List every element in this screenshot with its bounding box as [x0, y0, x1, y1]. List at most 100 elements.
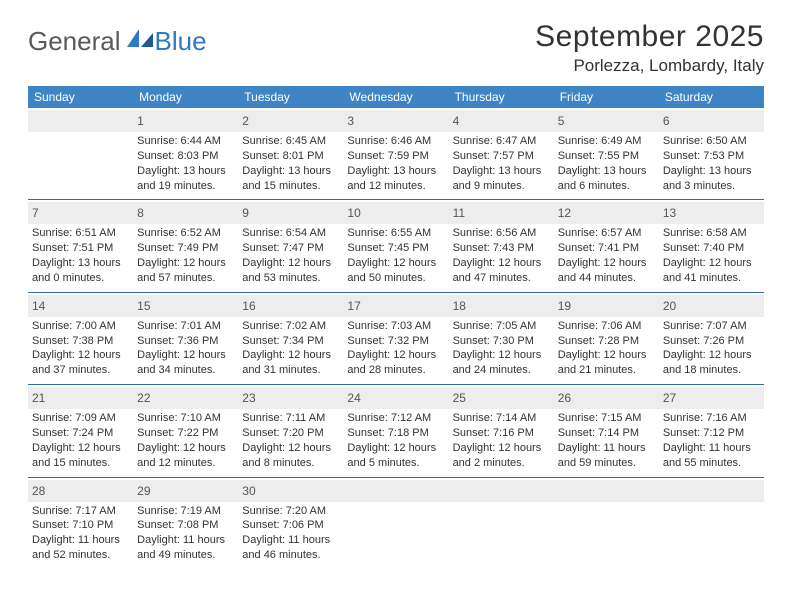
calendar-page: General Blue September 2025 Porlezza, Lo… [0, 0, 792, 589]
sun-times-text: Sunrise: 6:54 AMSunset: 7:47 PMDaylight:… [242, 226, 339, 285]
day-number: 2 [242, 114, 249, 128]
sun-times-text: Sunrise: 7:17 AMSunset: 7:10 PMDaylight:… [32, 504, 129, 563]
day-number-bar: 24 [343, 387, 448, 409]
calendar-cell: 25Sunrise: 7:14 AMSunset: 7:16 PMDayligh… [449, 385, 554, 476]
logo: General Blue [28, 26, 207, 57]
day-number: 7 [32, 206, 39, 220]
calendar-row: 21Sunrise: 7:09 AMSunset: 7:24 PMDayligh… [28, 384, 764, 476]
sun-times-text: Sunrise: 7:12 AMSunset: 7:18 PMDaylight:… [347, 411, 444, 470]
calendar-cell: 28Sunrise: 7:17 AMSunset: 7:10 PMDayligh… [28, 478, 133, 569]
sun-times-text: Sunrise: 6:50 AMSunset: 7:53 PMDaylight:… [663, 134, 760, 193]
calendar-cell: 19 Sunrise: 7:06 AMSunset: 7:28 PMDayligh… [554, 293, 659, 384]
sun-times-text: Sunrise: 7:07 AMSunset: 7:26 PMDaylight:… [663, 319, 760, 378]
calendar-row: 28Sunrise: 7:17 AMSunset: 7:10 PMDayligh… [28, 477, 764, 569]
day-number: 17 [347, 299, 360, 313]
sun-times-text: Sunrise: 7:16 AMSunset: 7:12 PMDaylight:… [663, 411, 760, 470]
calendar: SundayMondayTuesdayWednesdayThursdayFrid… [28, 86, 764, 569]
day-number: 24 [347, 391, 360, 405]
calendar-cell: 30Sunrise: 7:20 AMSunset: 7:06 PMDayligh… [238, 478, 343, 569]
header-row: General Blue September 2025 Porlezza, Lo… [28, 20, 764, 76]
day-number: 20 [663, 299, 676, 313]
day-number: 9 [242, 206, 249, 220]
weekday-label: Tuesday [238, 86, 343, 108]
weekday-label: Friday [554, 86, 659, 108]
day-number-bar: 1 [133, 110, 238, 132]
sun-times-text: Sunrise: 6:52 AMSunset: 7:49 PMDaylight:… [137, 226, 234, 285]
sun-times-text: Sunrise: 7:19 AMSunset: 7:08 PMDaylight:… [137, 504, 234, 563]
day-number-bar: 21 [28, 387, 133, 409]
title-block: September 2025 Porlezza, Lombardy, Italy [535, 20, 764, 76]
calendar-cell: . [659, 478, 764, 569]
day-number: 26 [558, 391, 571, 405]
sun-times-text: Sunrise: 7:11 AMSunset: 7:20 PMDaylight:… [242, 411, 339, 470]
sun-times-text: Sunrise: 6:58 AMSunset: 7:40 PMDaylight:… [663, 226, 760, 285]
sun-times-text: Sunrise: 7:20 AMSunset: 7:06 PMDaylight:… [242, 504, 339, 563]
calendar-cell: 23 Sunrise: 7:11 AMSunset: 7:20 PMDayligh… [238, 385, 343, 476]
calendar-cell: 1Sunrise: 6:44 AMSunset: 8:03 PMDaylight… [133, 108, 238, 199]
day-number: 15 [137, 299, 150, 313]
calendar-cell: 15 Sunrise: 7:01 AMSunset: 7:36 PMDayligh… [133, 293, 238, 384]
sun-times-text: Sunrise: 7:10 AMSunset: 7:22 PMDaylight:… [137, 411, 234, 470]
sun-times-text: Sunrise: 6:57 AMSunset: 7:41 PMDaylight:… [558, 226, 655, 285]
location: Porlezza, Lombardy, Italy [535, 56, 764, 76]
day-number-bar: 11 [449, 202, 554, 224]
month-title: September 2025 [535, 20, 764, 54]
calendar-cell: 8Sunrise: 6:52 AMSunset: 7:49 PMDaylight… [133, 200, 238, 291]
day-number-bar: 20 [659, 295, 764, 317]
day-number-bar: 10 [343, 202, 448, 224]
day-number-bar: . [449, 480, 554, 502]
day-number: 13 [663, 206, 676, 220]
day-number-bar: 29 [133, 480, 238, 502]
day-number-bar: 8 [133, 202, 238, 224]
calendar-cell: 6 Sunrise: 6:50 AMSunset: 7:53 PMDaylight… [659, 108, 764, 199]
day-number-bar: 2 [238, 110, 343, 132]
weekday-label: Saturday [659, 86, 764, 108]
day-number-bar: 7 [28, 202, 133, 224]
calendar-cell: 3Sunrise: 6:46 AMSunset: 7:59 PMDaylight… [343, 108, 448, 199]
day-number-bar: 3 [343, 110, 448, 132]
day-number: 6 [663, 114, 670, 128]
day-number: 5 [558, 114, 565, 128]
sun-times-text: Sunrise: 7:15 AMSunset: 7:14 PMDaylight:… [558, 411, 655, 470]
calendar-cell: 12Sunrise: 6:57 AMSunset: 7:41 PMDayligh… [554, 200, 659, 291]
calendar-cell: 20 Sunrise: 7:07 AMSunset: 7:26 PMDayligh… [659, 293, 764, 384]
weekday-label: Wednesday [343, 86, 448, 108]
day-number-bar: 22 [133, 387, 238, 409]
calendar-weekday-header: SundayMondayTuesdayWednesdayThursdayFrid… [28, 86, 764, 108]
calendar-cell: 5Sunrise: 6:49 AMSunset: 7:55 PMDaylight… [554, 108, 659, 199]
calendar-cell: 18 Sunrise: 7:05 AMSunset: 7:30 PMDayligh… [449, 293, 554, 384]
calendar-cell: 2 Sunrise: 6:45 AMSunset: 8:01 PMDaylight… [238, 108, 343, 199]
sun-times-text: Sunrise: 6:45 AMSunset: 8:01 PMDaylight:… [242, 134, 339, 193]
day-number: 18 [453, 299, 466, 313]
day-number-bar: 19 [554, 295, 659, 317]
sun-times-text: Sunrise: 7:06 AMSunset: 7:28 PMDaylight:… [558, 319, 655, 378]
day-number: 27 [663, 391, 676, 405]
day-number-bar: 27 [659, 387, 764, 409]
day-number-bar: . [28, 110, 133, 132]
day-number: 1 [137, 114, 144, 128]
day-number-bar: 25 [449, 387, 554, 409]
day-number-bar: 5 [554, 110, 659, 132]
day-number: 4 [453, 114, 460, 128]
calendar-row: 14 Sunrise: 7:00 AMSunset: 7:38 PMDayligh… [28, 292, 764, 384]
day-number-bar: . [659, 480, 764, 502]
calendar-cell: 21Sunrise: 7:09 AMSunset: 7:24 PMDayligh… [28, 385, 133, 476]
sun-times-text: Sunrise: 7:05 AMSunset: 7:30 PMDaylight:… [453, 319, 550, 378]
day-number: 23 [242, 391, 255, 405]
sun-times-text: Sunrise: 7:09 AMSunset: 7:24 PMDaylight:… [32, 411, 129, 470]
day-number: 3 [347, 114, 354, 128]
day-number-bar: 13 [659, 202, 764, 224]
sun-times-text: Sunrise: 7:01 AMSunset: 7:36 PMDaylight:… [137, 319, 234, 378]
day-number-bar: 30 [238, 480, 343, 502]
day-number: 14 [32, 299, 45, 313]
calendar-cell: 29Sunrise: 7:19 AMSunset: 7:08 PMDayligh… [133, 478, 238, 569]
day-number: 19 [558, 299, 571, 313]
weekday-label: Monday [133, 86, 238, 108]
sun-times-text: Sunrise: 7:02 AMSunset: 7:34 PMDaylight:… [242, 319, 339, 378]
day-number-bar: 4 [449, 110, 554, 132]
day-number-bar: 16 [238, 295, 343, 317]
sun-times-text: Sunrise: 7:14 AMSunset: 7:16 PMDaylight:… [453, 411, 550, 470]
day-number: 10 [347, 206, 360, 220]
sun-times-text: Sunrise: 7:00 AMSunset: 7:38 PMDaylight:… [32, 319, 129, 378]
day-number-bar: 14 [28, 295, 133, 317]
